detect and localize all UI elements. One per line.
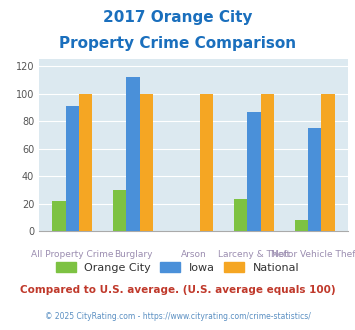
Bar (66, 106, 79, 231)
Bar (308, 128, 321, 231)
Bar (200, 94, 213, 231)
Text: Larceny & Theft: Larceny & Theft (218, 250, 290, 259)
Text: Compared to U.S. average. (U.S. average equals 100): Compared to U.S. average. (U.S. average … (20, 285, 335, 295)
Text: Arson: Arson (181, 250, 206, 259)
Bar (140, 94, 153, 231)
Bar (234, 199, 247, 231)
Bar (79, 94, 92, 231)
Text: 2017 Orange City: 2017 Orange City (103, 10, 252, 25)
Bar (321, 94, 334, 231)
Text: Burglary: Burglary (114, 250, 152, 259)
Text: All Property Crime: All Property Crime (31, 250, 114, 259)
Legend: Orange City, Iowa, National: Orange City, Iowa, National (51, 258, 304, 278)
Text: Motor Vehicle Theft: Motor Vehicle Theft (271, 250, 355, 259)
Bar (261, 94, 274, 231)
Bar (53, 201, 66, 231)
Bar (247, 112, 261, 231)
Text: Property Crime Comparison: Property Crime Comparison (59, 36, 296, 51)
Bar (126, 77, 140, 231)
Text: © 2025 CityRating.com - https://www.cityrating.com/crime-statistics/: © 2025 CityRating.com - https://www.city… (45, 312, 310, 321)
Bar (113, 190, 126, 231)
Bar (295, 220, 308, 231)
